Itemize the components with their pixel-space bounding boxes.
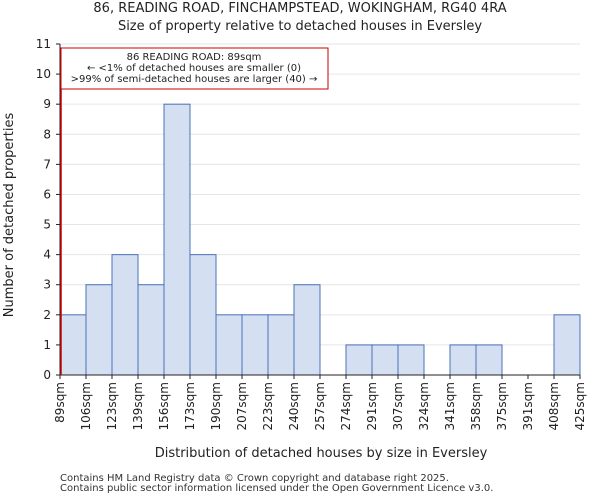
chart-subtitle: Size of property relative to detached ho…: [117, 19, 483, 34]
x-tick-label: 324sqm: [417, 382, 431, 430]
histogram-bar: [111, 254, 139, 376]
x-tick-label: 123sqm: [105, 382, 119, 430]
x-tick-label: 257sqm: [313, 382, 327, 430]
x-tick-label: 223sqm: [261, 382, 275, 430]
histogram-bar: [345, 344, 373, 376]
y-tick-label: 11: [36, 37, 51, 51]
histogram-bar: [163, 103, 191, 376]
y-axis-title: Number of detached properties: [2, 113, 17, 318]
y-tick-label: 3: [43, 278, 51, 292]
histogram-bar: [189, 254, 217, 376]
x-ticks: 89sqm 106sqm 123sqm 139sqm 156sqm 173sqm 190sq…: [53, 375, 587, 430]
x-tick-label: 358sqm: [469, 382, 483, 430]
y-tick-label: 0: [43, 368, 51, 382]
y-tick-label: 5: [43, 218, 51, 232]
histogram-bar: [397, 344, 425, 376]
histogram-bar: [241, 314, 269, 376]
x-tick-label: 307sqm: [391, 382, 405, 430]
footer-line-1: Contains HM Land Registry data © Crown c…: [60, 473, 449, 484]
histogram-bar: [293, 284, 321, 376]
histogram-bar: [267, 314, 295, 376]
y-tick-label: 10: [36, 67, 51, 81]
x-tick-label: 173sqm: [183, 382, 197, 430]
y-tick-label: 8: [43, 127, 51, 141]
y-tick-label: 1: [43, 338, 51, 352]
x-axis-title: Distribution of detached houses by size …: [155, 446, 488, 461]
x-tick-label: 190sqm: [209, 382, 223, 430]
histogram-bar: [215, 314, 243, 376]
histogram-bar: [449, 344, 477, 376]
x-tick-label: 408sqm: [547, 382, 561, 430]
x-tick-label: 89sqm: [53, 382, 67, 423]
annotation-rect: [60, 47, 329, 90]
annotation-line-2: ← <1% of detached houses are smaller (0): [87, 63, 301, 74]
histogram-bar: [85, 284, 113, 376]
x-tick-label: 391sqm: [521, 382, 535, 430]
x-tick-label: 156sqm: [157, 382, 171, 430]
x-tick-label: 341sqm: [443, 382, 457, 430]
annotation-line-3: >99% of semi-detached houses are larger …: [71, 74, 318, 85]
histogram-bar: [137, 284, 165, 376]
chart-title: 86, READING ROAD, FINCHAMPSTEAD, WOKINGH…: [93, 1, 507, 16]
annotation-line-1: 86 READING ROAD: 89sqm: [127, 52, 262, 63]
histogram-bar: [475, 344, 503, 376]
y-tick-label: 6: [43, 187, 51, 201]
x-tick-label: 274sqm: [339, 382, 353, 430]
histogram-bar: [553, 314, 581, 376]
histogram-bar: [59, 314, 87, 376]
y-tick-label: 9: [43, 97, 51, 111]
y-tick-label: 4: [43, 248, 51, 262]
bars: [59, 103, 581, 376]
x-tick-label: 207sqm: [235, 382, 249, 430]
y-tick-label: 7: [43, 157, 51, 171]
x-tick-label: 240sqm: [287, 382, 301, 430]
y-ticks: 0 1 2 3 4 5 6 7 8 9 10 11: [36, 37, 60, 382]
footer-line-2: Contains public sector information licen…: [60, 483, 494, 494]
x-tick-label: 139sqm: [131, 382, 145, 430]
x-tick-label: 425sqm: [573, 382, 587, 430]
x-tick-label: 375sqm: [495, 382, 509, 430]
x-tick-label: 106sqm: [79, 382, 93, 430]
y-tick-label: 2: [43, 308, 51, 322]
x-tick-label: 291sqm: [365, 382, 379, 430]
histogram-bar: [371, 344, 399, 376]
annotation-box: 86 READING ROAD: 89sqm ← <1% of detached…: [60, 47, 329, 90]
